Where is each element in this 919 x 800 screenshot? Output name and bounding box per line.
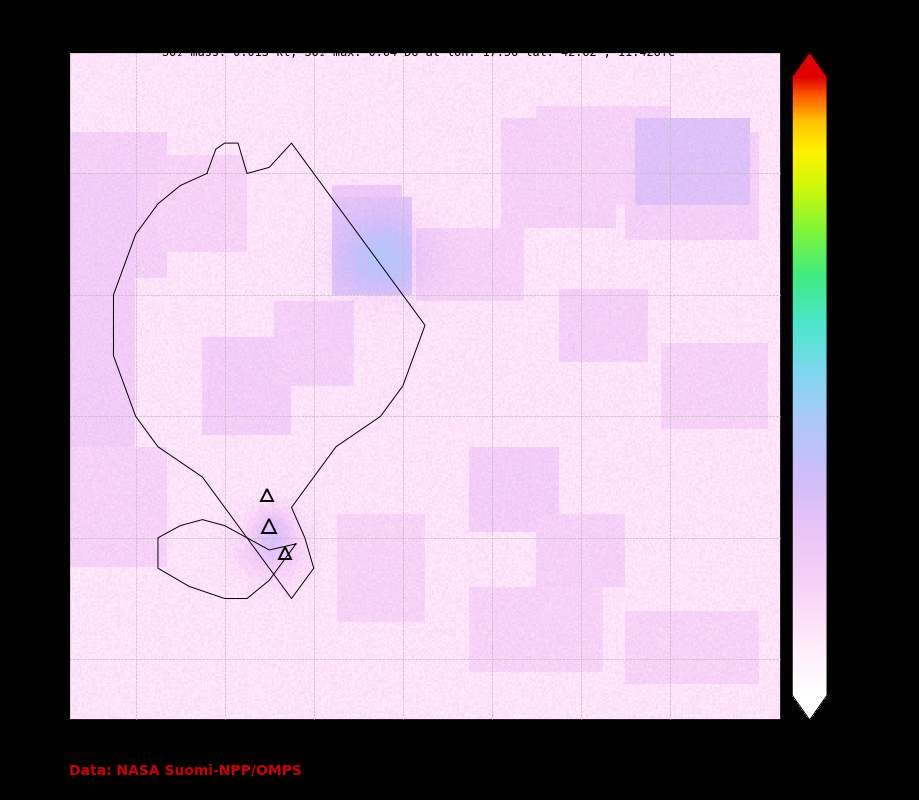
- Text: Data: NASA Suomi-NPP/OMPS: Data: NASA Suomi-NPP/OMPS: [69, 764, 301, 778]
- PathPatch shape: [792, 52, 827, 77]
- Y-axis label: PCA SO₂ column TRM [DU]: PCA SO₂ column TRM [DU]: [868, 303, 881, 469]
- Text: SO₂ mass: 0.013 kt; SO₂ max: 0.64 DU at lon: 17.56 lat: 42.62 ; 11:42UTC: SO₂ mass: 0.013 kt; SO₂ max: 0.64 DU at …: [162, 46, 675, 59]
- Text: Suomi NPP/OMPS - 01/24/2024 10:02-11:43 UT: Suomi NPP/OMPS - 01/24/2024 10:02-11:43 …: [208, 18, 629, 35]
- PathPatch shape: [792, 695, 827, 720]
